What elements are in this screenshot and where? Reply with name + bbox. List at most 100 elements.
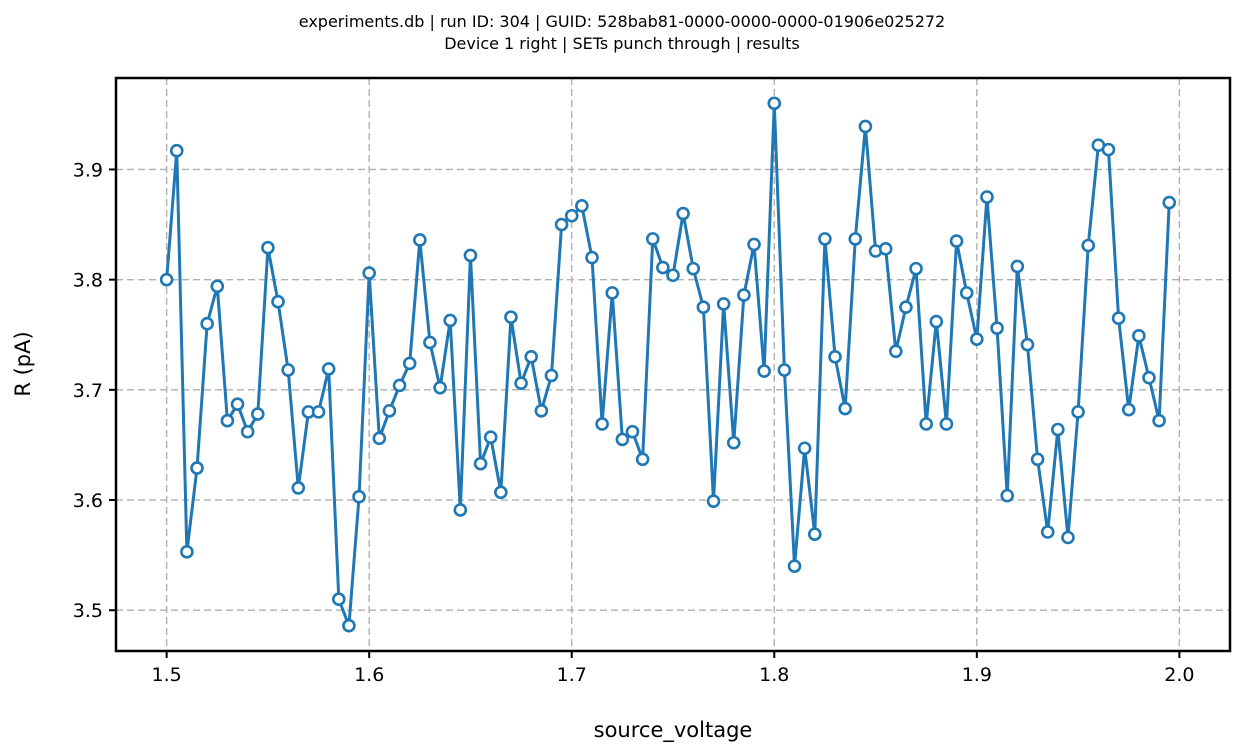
data-point [362,266,376,280]
x-axis-label: source_voltage [594,718,753,743]
data-point [1132,329,1146,343]
x-tick-label: 1.8 [759,664,789,686]
data-point [1142,370,1156,385]
data-point [1030,452,1045,467]
y-tick-label: 3.8 [73,270,103,292]
data-point [261,240,275,255]
data-point [169,143,184,158]
data-point [453,503,468,517]
y-axis-label: R (pA) [11,331,35,396]
data-point [180,545,194,559]
data-point [666,268,680,283]
data-point [1162,195,1177,210]
data-point [726,435,741,450]
data-point [534,403,549,418]
data-point [1000,488,1015,503]
data-point [230,397,245,411]
x-tick-label: 1.5 [152,664,182,686]
data-point [210,279,225,294]
grid [116,78,1230,651]
data-point [838,401,852,416]
data-point [352,489,366,504]
x-tick-label: 1.6 [354,664,384,686]
data-point [970,332,984,346]
data-point [858,119,873,134]
data-point [929,314,944,329]
data-point [828,349,842,364]
data-point [787,559,802,573]
x-tick-label: 1.7 [557,664,587,686]
data-point [605,286,620,300]
data-point [524,349,539,364]
data-point [250,407,265,421]
data-point [919,417,933,431]
series [159,96,1177,633]
data-point [190,461,204,475]
data-point [514,376,528,391]
data-point [757,364,771,378]
data-point [585,250,599,265]
y-tick-label: 3.6 [73,490,103,512]
data-point [878,242,893,256]
data-point [463,248,478,263]
data-point [645,232,660,246]
chart-title: experiments.db | run ID: 304 | GUID: 528… [299,12,945,31]
data-point [767,96,782,111]
data-point [1040,525,1055,539]
data-point [1071,405,1085,419]
chart-subtitle: Device 1 right | SETs punch through | re… [444,34,800,53]
data-point [635,452,650,467]
data-point [220,413,235,428]
data-point [1061,530,1075,545]
data-point [443,313,458,328]
data-point [240,424,255,439]
data-point [1152,413,1166,428]
data-point [686,261,701,276]
data-point [848,232,863,246]
data-point [413,233,427,247]
data-point [554,217,569,232]
data-point [311,405,326,419]
data-point [807,527,822,542]
data-point [737,288,751,302]
data-point [1111,311,1126,326]
data-point [990,321,1004,335]
data-point [402,356,417,371]
data-point [504,310,518,324]
data-point [888,344,903,359]
y-tick-label: 3.5 [73,600,103,622]
data-point [544,368,559,383]
data-point [342,618,356,633]
data-point [980,190,994,204]
data-point [959,286,974,300]
data-point [716,297,731,311]
y-tick-label: 3.9 [73,159,103,181]
data-point [949,234,964,248]
x-tick-label: 1.9 [962,664,992,686]
data-point [200,316,214,331]
data-point [706,494,721,508]
data-point [372,431,387,446]
data-point [1051,422,1065,437]
data-point [615,432,630,447]
data-point [473,456,488,471]
data-point [747,237,761,252]
data-point [797,441,812,456]
data-point [433,380,447,395]
data-point [899,300,913,315]
data-point [676,206,690,221]
ticks: 1.5 1.6 1.7 1.8 1.9 2.0 3.5 3.6 3.7 3.8 3.9 [73,159,1195,686]
data-point [564,208,579,223]
data-point [625,424,640,439]
data-point [656,260,670,275]
data-point [1081,238,1096,253]
data-point [331,592,346,607]
data-point [291,481,306,495]
data-point [483,430,498,445]
data-point [159,272,174,287]
data-point [818,232,832,246]
data-point [494,485,508,500]
data-point [1121,402,1136,417]
data-point [696,300,711,315]
